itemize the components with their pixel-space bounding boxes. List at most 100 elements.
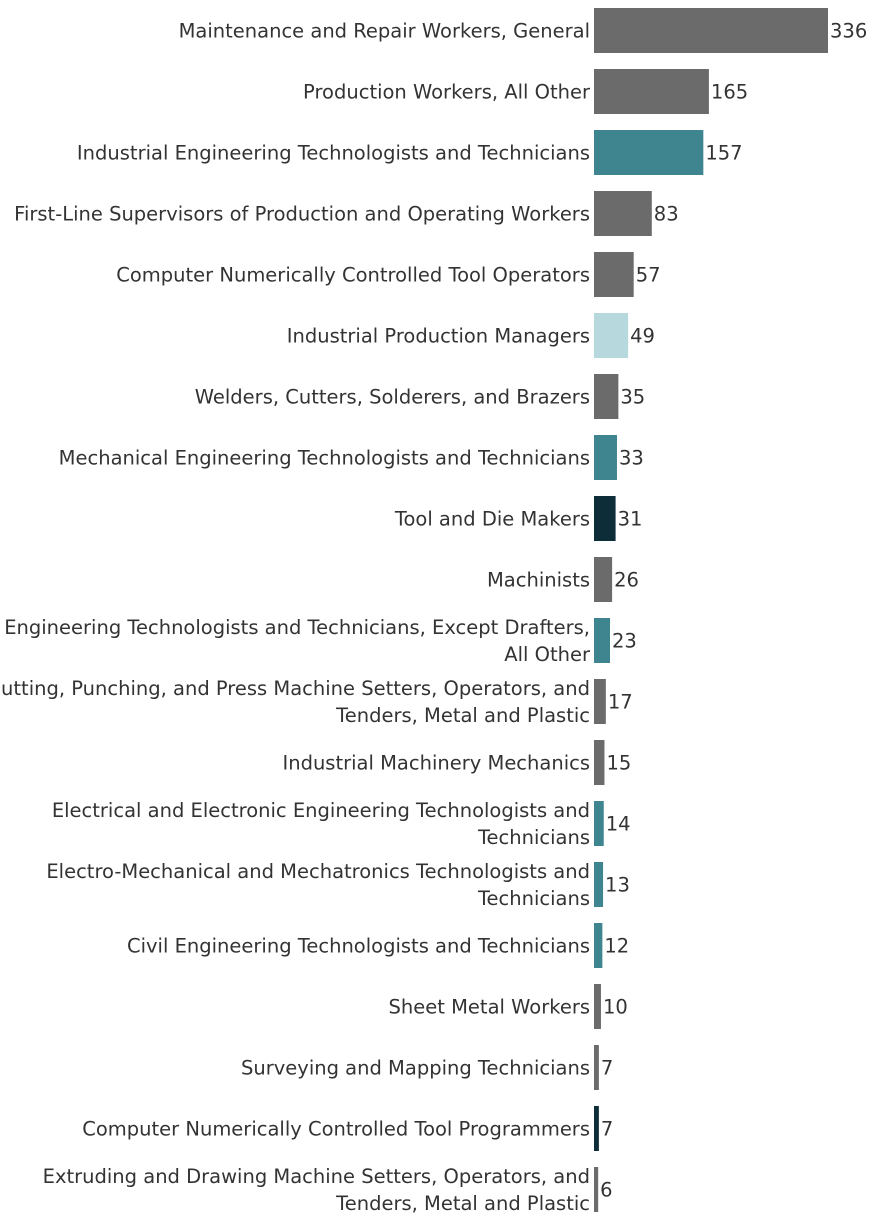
bar bbox=[594, 8, 828, 53]
value-label: 31 bbox=[618, 508, 643, 531]
value-label: 15 bbox=[606, 752, 631, 775]
category-label-line: Maintenance and Repair Workers, General bbox=[179, 20, 590, 43]
category-label: Civil Engineering Technologists and Tech… bbox=[127, 935, 590, 958]
bar bbox=[594, 618, 611, 663]
bar bbox=[594, 252, 634, 297]
category-label: Computer Numerically Controlled Tool Pro… bbox=[82, 1118, 590, 1141]
category-label-line: Civil Engineering Technologists and Tech… bbox=[127, 935, 590, 958]
category-label: Computer Numerically Controlled Tool Ope… bbox=[116, 264, 590, 287]
category-label-line: Sheet Metal Workers bbox=[389, 996, 590, 1019]
category-label: Cutting, Punching, and Press Machine Set… bbox=[0, 677, 590, 727]
category-label-line: Machinists bbox=[487, 569, 590, 592]
bar-row: Industrial Engineering Technologists and… bbox=[77, 130, 743, 175]
bar bbox=[594, 313, 629, 358]
bar-row: Engineering Technologists and Technician… bbox=[4, 616, 637, 666]
bar bbox=[594, 1106, 599, 1151]
category-label-line: Engineering Technologists and Technician… bbox=[4, 616, 590, 639]
value-label: 33 bbox=[619, 447, 644, 470]
bar-row: First-Line Supervisors of Production and… bbox=[14, 191, 679, 236]
bar bbox=[594, 984, 601, 1029]
bar-row: Production Workers, All Other 165 bbox=[303, 69, 748, 114]
category-label-line: First-Line Supervisors of Production and… bbox=[14, 203, 590, 226]
bar bbox=[594, 69, 709, 114]
bar bbox=[594, 496, 616, 541]
bar bbox=[594, 130, 704, 175]
bar bbox=[594, 557, 613, 602]
category-label-line: Mechanical Engineering Technologists and… bbox=[59, 447, 590, 470]
bar-row: Computer Numerically Controlled Tool Ope… bbox=[116, 252, 661, 297]
bar bbox=[594, 374, 619, 419]
bar bbox=[594, 740, 605, 785]
bar bbox=[594, 435, 617, 480]
value-label: 10 bbox=[603, 996, 628, 1019]
category-label: Sheet Metal Workers bbox=[389, 996, 590, 1019]
bar-row: Cutting, Punching, and Press Machine Set… bbox=[0, 677, 633, 727]
bar-row: Industrial Machinery Mechanics 15 bbox=[282, 740, 631, 785]
category-label-line: Industrial Machinery Mechanics bbox=[282, 752, 590, 775]
value-label: 13 bbox=[605, 874, 630, 897]
category-label: Engineering Technologists and Technician… bbox=[4, 616, 591, 666]
category-label-line: Tenders, Metal and Plastic bbox=[335, 1192, 590, 1215]
category-label-line: Industrial Engineering Technologists and… bbox=[77, 142, 590, 165]
value-label: 35 bbox=[620, 386, 645, 409]
bar-row: Tool and Die Makers 31 bbox=[394, 496, 643, 541]
bar bbox=[594, 1045, 599, 1090]
bar bbox=[594, 801, 604, 846]
category-label: Industrial Engineering Technologists and… bbox=[77, 142, 590, 165]
category-label-line: Extruding and Drawing Machine Setters, O… bbox=[43, 1165, 590, 1188]
bar-row: Civil Engineering Technologists and Tech… bbox=[127, 923, 629, 968]
category-label: Welders, Cutters, Solderers, and Brazers bbox=[195, 386, 590, 409]
bar-row: Extruding and Drawing Machine Setters, O… bbox=[43, 1165, 613, 1215]
category-label: Electrical and Electronic Engineering Te… bbox=[52, 799, 590, 849]
value-label: 14 bbox=[606, 813, 631, 836]
category-label-line: Tool and Die Makers bbox=[394, 508, 590, 531]
category-label: Tool and Die Makers bbox=[394, 508, 590, 531]
bar bbox=[594, 191, 652, 236]
bar bbox=[594, 923, 603, 968]
bar bbox=[594, 1167, 599, 1212]
value-label: 157 bbox=[705, 142, 742, 165]
category-label-line: Electro-Mechanical and Mechatronics Tech… bbox=[46, 860, 590, 883]
category-label: Industrial Machinery Mechanics bbox=[282, 752, 590, 775]
bar-row: Electro-Mechanical and Mechatronics Tech… bbox=[46, 860, 630, 910]
category-label-line: Technicians bbox=[477, 826, 590, 849]
value-label: 336 bbox=[830, 20, 867, 43]
bar-row: Surveying and Mapping Technicians 7 bbox=[241, 1045, 613, 1090]
category-label: Maintenance and Repair Workers, General bbox=[179, 20, 590, 43]
category-label-line: All Other bbox=[504, 643, 591, 666]
value-label: 6 bbox=[600, 1179, 612, 1202]
category-label-line: Production Workers, All Other bbox=[303, 81, 591, 104]
category-label-line: Cutting, Punching, and Press Machine Set… bbox=[0, 677, 590, 700]
bar bbox=[594, 679, 606, 724]
bar-row: Computer Numerically Controlled Tool Pro… bbox=[82, 1106, 613, 1151]
value-label: 83 bbox=[654, 203, 679, 226]
bar-row: Electrical and Electronic Engineering Te… bbox=[52, 799, 631, 849]
value-label: 49 bbox=[630, 325, 655, 348]
value-label: 23 bbox=[612, 630, 637, 653]
category-label-line: Technicians bbox=[477, 887, 590, 910]
category-label: Surveying and Mapping Technicians bbox=[241, 1057, 590, 1080]
value-label: 17 bbox=[608, 691, 633, 714]
bar-row: Industrial Production Managers 49 bbox=[287, 313, 655, 358]
value-label: 12 bbox=[604, 935, 629, 958]
category-label: Industrial Production Managers bbox=[287, 325, 590, 348]
category-label: Machinists bbox=[487, 569, 590, 592]
value-label: 165 bbox=[711, 81, 748, 104]
value-label: 7 bbox=[601, 1057, 613, 1080]
value-label: 57 bbox=[636, 264, 661, 287]
bar-row: Machinists 26 bbox=[487, 557, 639, 602]
category-label-line: Industrial Production Managers bbox=[287, 325, 590, 348]
bar-row: Mechanical Engineering Technologists and… bbox=[59, 435, 644, 480]
category-label: Production Workers, All Other bbox=[303, 81, 591, 104]
category-label-line: Tenders, Metal and Plastic bbox=[335, 704, 590, 727]
bar-row: Sheet Metal Workers 10 bbox=[389, 984, 628, 1029]
value-label: 7 bbox=[601, 1118, 613, 1141]
value-label: 26 bbox=[614, 569, 639, 592]
category-label: Mechanical Engineering Technologists and… bbox=[59, 447, 590, 470]
category-label: Extruding and Drawing Machine Setters, O… bbox=[43, 1165, 590, 1215]
category-label-line: Welders, Cutters, Solderers, and Brazers bbox=[195, 386, 590, 409]
bar bbox=[594, 862, 604, 907]
category-label: Electro-Mechanical and Mechatronics Tech… bbox=[46, 860, 590, 910]
category-label-line: Computer Numerically Controlled Tool Pro… bbox=[82, 1118, 590, 1141]
